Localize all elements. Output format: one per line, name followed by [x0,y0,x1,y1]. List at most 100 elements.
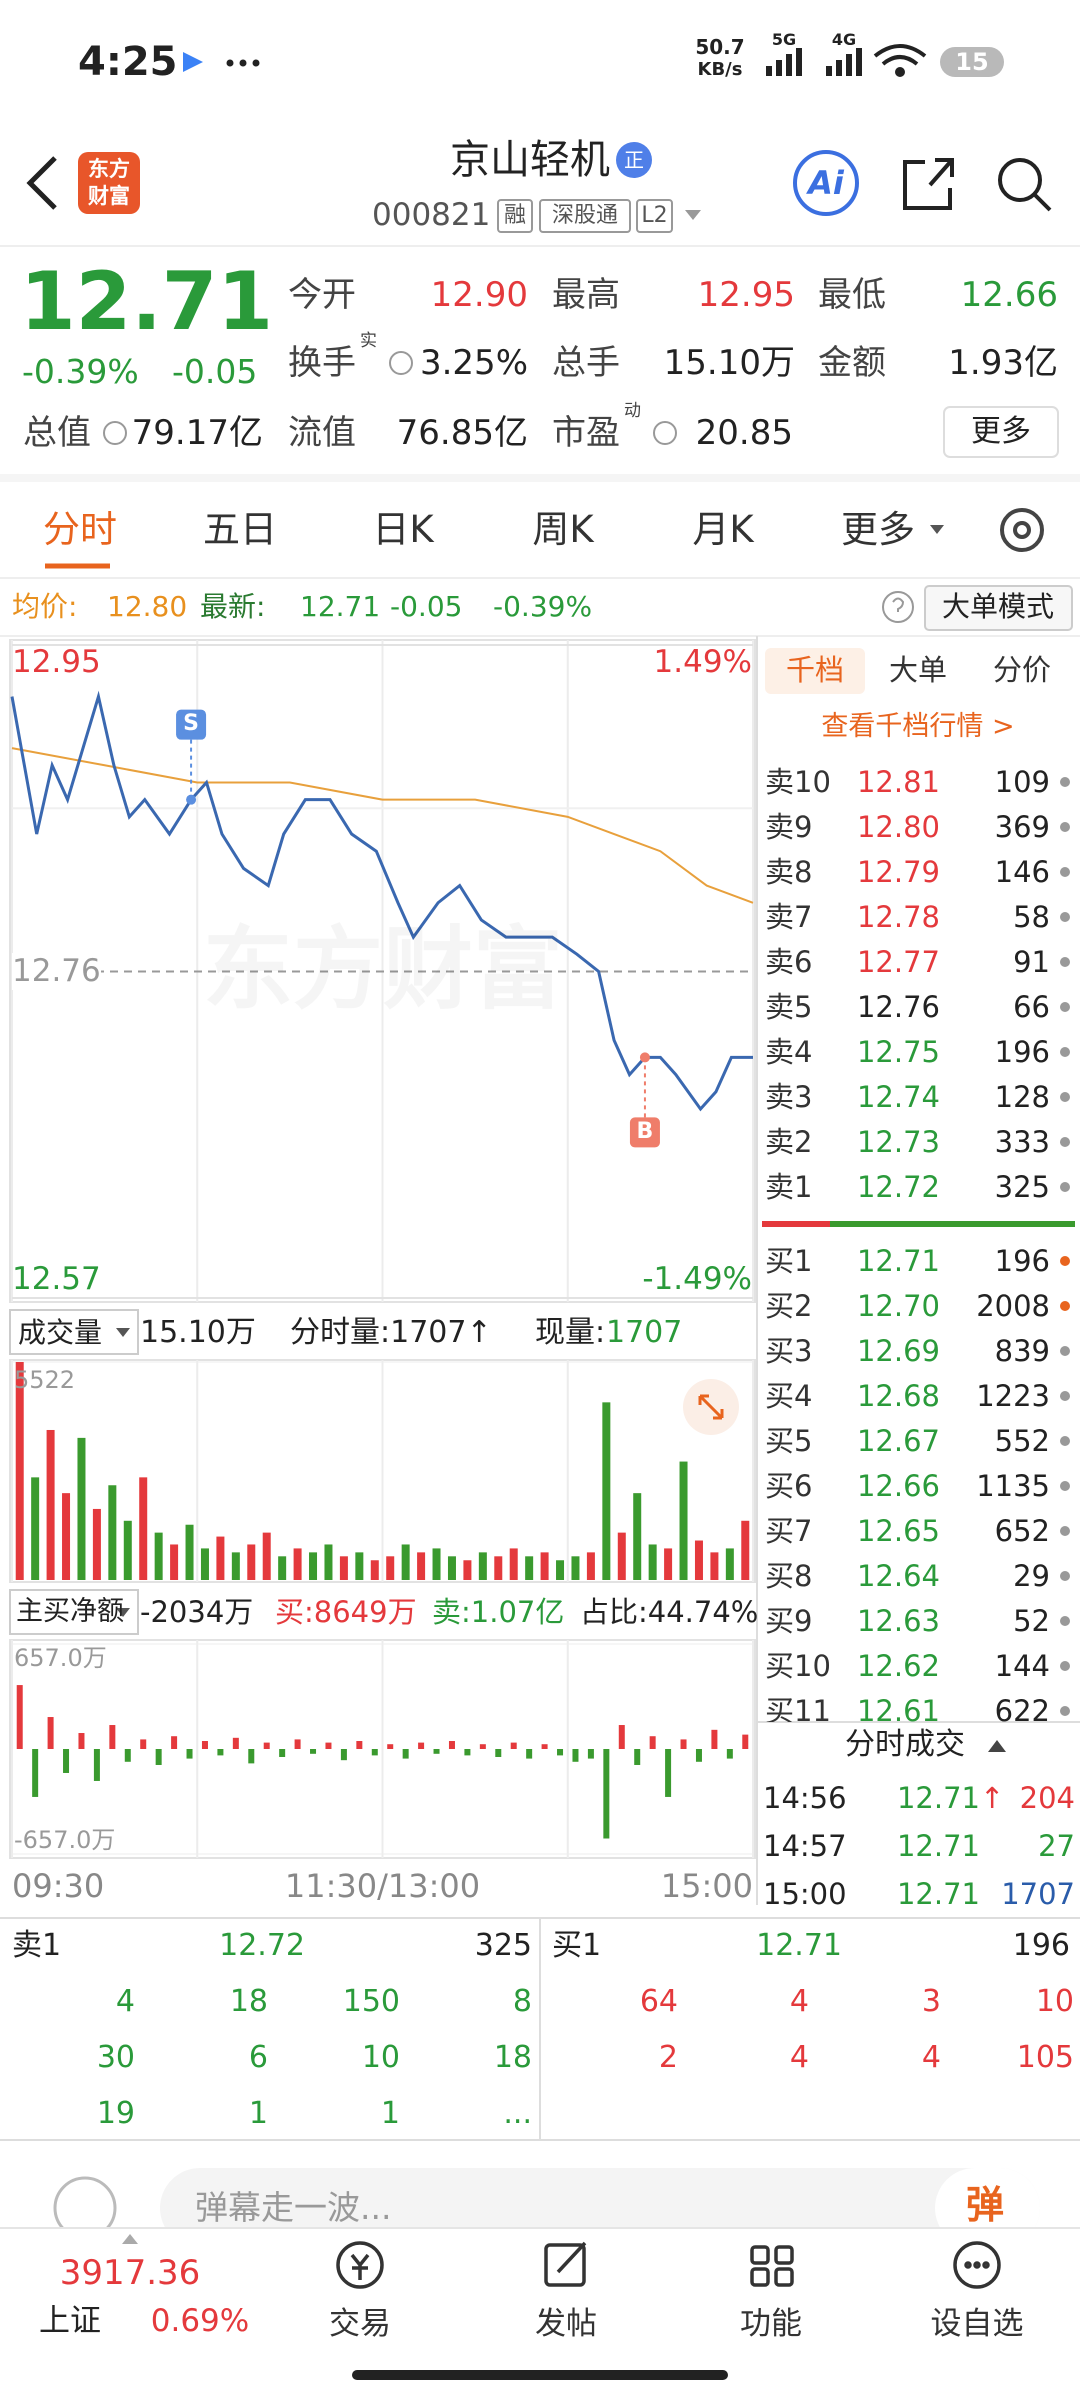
tab[interactable]: 周K [532,507,594,551]
volume-bar [370,1560,379,1580]
book-qty: 146 [994,854,1050,889]
level-qty: 325 [474,1928,532,1963]
settings-button[interactable] [1000,508,1044,552]
danmaku-label[interactable]: 弹 [965,2183,1005,2228]
volume-bar [725,1548,734,1580]
order-size: 3 [921,1984,941,2019]
net-bar [340,1749,347,1761]
selector[interactable] [9,1589,139,1635]
net-flow: -2034万 [140,1594,254,1629]
volume-bar [262,1532,271,1580]
tab[interactable]: 月K [692,507,754,551]
book-qty: 839 [994,1333,1050,1368]
book-tab[interactable]: 分价 [992,652,1052,687]
book-tab[interactable]: 大单 [888,652,948,687]
index-name: 上证 [39,2303,101,2340]
selector-label[interactable]: 成交量 [18,1316,103,1350]
book-tab[interactable]: 千档 [785,652,845,687]
bid-list: 买1 12.71 196 买2 12.70 2008 买3 12.69 839 买4 12.68 12… [0,1240,1080,1722]
ai-label[interactable]: Ai [808,163,844,202]
volume-bar [31,1477,40,1580]
net-bar [78,1733,85,1749]
mode-button[interactable] [924,585,1073,631]
order-size: 4 [921,2040,941,2075]
search-button[interactable] [998,158,1052,212]
info-icon [653,421,677,445]
volume-bar [293,1548,302,1580]
trades-title[interactable]: 分时成交 [845,1727,965,1762]
field-value: 79.17亿 [131,412,263,453]
book-qty: 144 [994,1648,1050,1683]
order-dot [1060,1137,1070,1147]
order-size: 105 [1016,2040,1074,2075]
back-button[interactable] [26,156,57,210]
volume-bar [710,1552,719,1580]
order-dot [1060,1256,1070,1266]
book-price: 12.71 [856,1243,940,1278]
ai-button[interactable] [793,150,859,216]
volume-bar [571,1556,580,1580]
nav-item[interactable]: 发帖 [535,2306,597,2343]
net-bar [217,1749,224,1756]
tab[interactable]: 五日 [203,507,277,551]
tab[interactable]: 更多 [841,507,915,551]
order-dot [1060,777,1070,787]
tab[interactable]: 日K [372,507,434,551]
signal: 4G [831,30,857,50]
net-speed: 50.7 [695,35,745,59]
book-price: 12.74 [856,1079,940,1114]
expand-button[interactable] [683,1379,739,1435]
book-qty: 91 [1013,944,1050,979]
volume-bar [525,1556,534,1580]
book-price: 12.68 [856,1378,940,1413]
net-bar [726,1749,733,1759]
net-bar [109,1725,116,1749]
net-bar [186,1749,193,1759]
selector[interactable] [9,1309,139,1355]
net-bar [587,1749,594,1759]
order-size: 64 [639,1984,678,2019]
mode-label[interactable]: 大单模式 [941,590,1055,624]
net-bar [634,1749,641,1765]
order-dot [1060,912,1070,922]
order-size: 4 [115,1984,135,2019]
volume-bar [324,1544,333,1580]
logo-text: 东方 [88,157,130,182]
book-level: 卖9 [765,809,813,844]
book-level: 买4 [765,1378,813,1413]
more-button[interactable] [943,406,1059,458]
book-qty: 1223 [976,1378,1050,1413]
book-level: 卖8 [765,854,813,889]
selector-label[interactable]: 主买净额 [16,1595,124,1627]
book-price: 12.70 [856,1288,940,1323]
book-price: 12.62 [856,1648,940,1683]
nav-item[interactable]: 设自选 [930,2306,1024,2343]
net-bar [248,1749,255,1764]
nav-item[interactable]: 交易 [329,2306,391,2343]
share-button[interactable] [903,158,954,210]
more-dots [226,59,260,67]
volume-bar [741,1520,750,1580]
trade-qty: 27 [1038,1828,1075,1863]
book-level: 买7 [765,1513,813,1548]
nav-item[interactable]: 功能 [740,2306,802,2343]
order-size: 10 [1035,1984,1074,2019]
order-dot [1060,1092,1070,1102]
minute-volume: 分时量:1707↑ [290,1315,492,1350]
volume-bar [278,1556,287,1580]
order-dot [1060,1661,1070,1671]
marker-badge [176,709,207,740]
index-value[interactable]: 3917.36 [59,2252,201,2293]
order-size: 6 [248,2040,268,2075]
volume-bar [664,1548,673,1580]
order-dot [1060,957,1070,967]
more-label[interactable]: 更多 [971,414,1031,449]
caret [122,2234,138,2244]
book-link[interactable]: 查看千档行情 > [821,710,1015,742]
trade-qty: 1707 [1001,1876,1075,1911]
order-size: 8 [512,1984,532,2019]
order-dot [1060,1346,1070,1356]
y-tick-label: 5522 [14,1365,76,1394]
tab[interactable]: 分时 [43,507,117,551]
